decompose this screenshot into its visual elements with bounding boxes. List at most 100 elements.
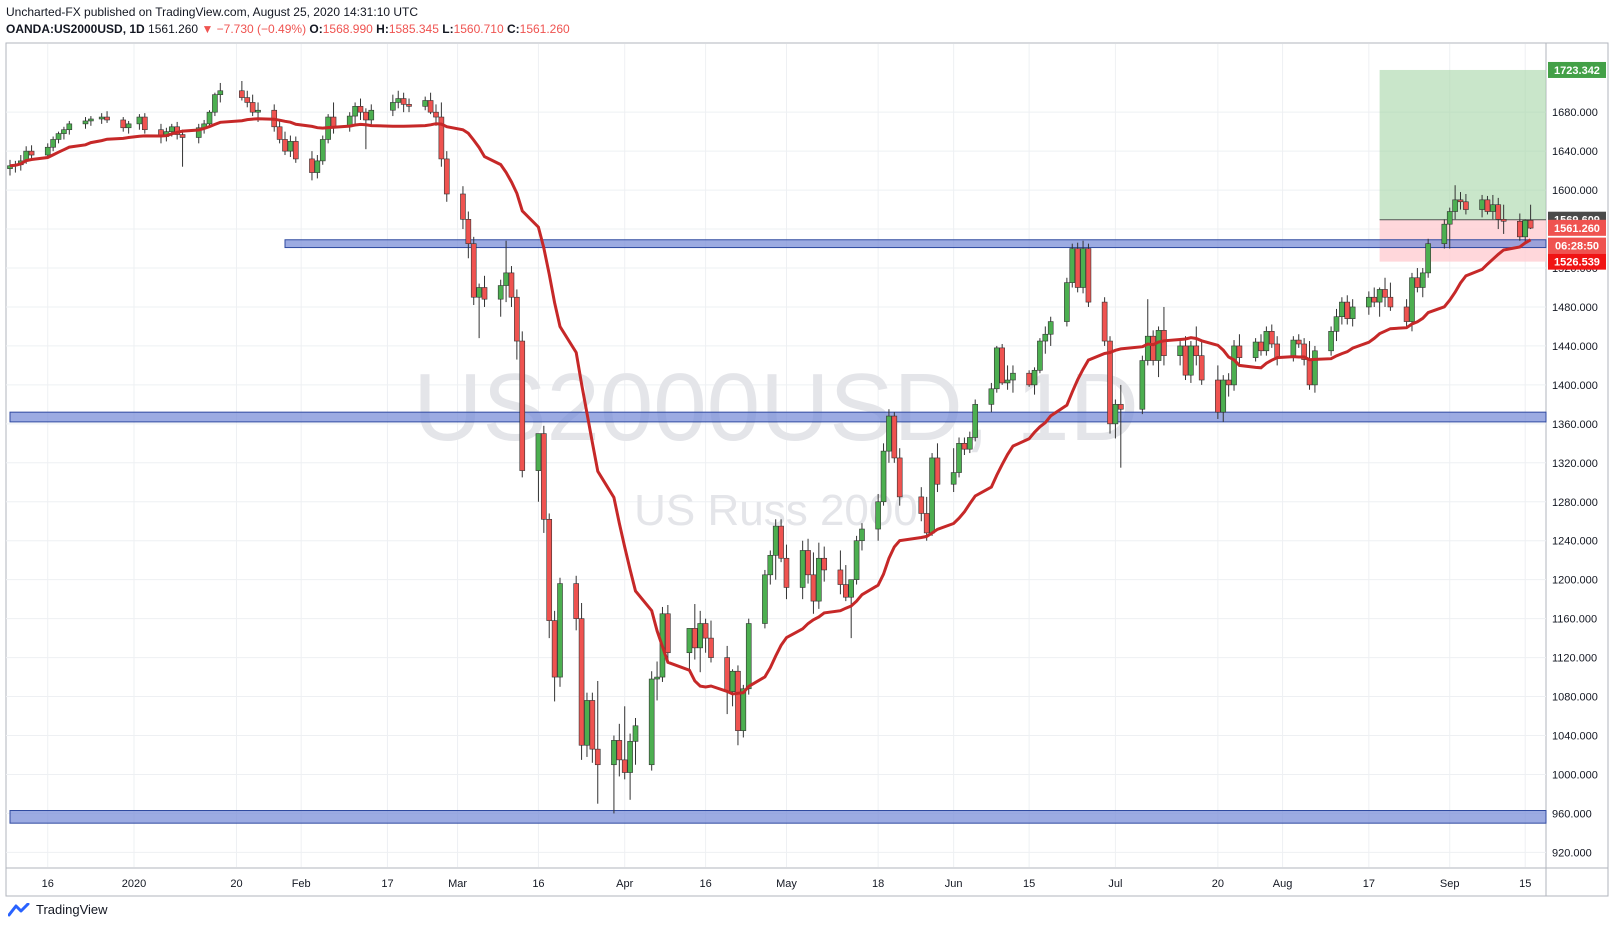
candle-body [104, 116, 110, 121]
candle [1231, 340, 1237, 391]
candle [1301, 338, 1307, 366]
candle [249, 94, 256, 117]
candle [88, 116, 94, 126]
candle-body [1403, 306, 1410, 322]
candle [1263, 326, 1270, 356]
candle-body [762, 574, 768, 624]
x-tick-label: 16 [699, 878, 711, 890]
candle-body [255, 109, 261, 113]
candle-body [918, 496, 925, 514]
candle-body [1161, 330, 1167, 356]
candle-body [1107, 340, 1113, 425]
candle [1155, 326, 1162, 378]
candle [82, 117, 89, 129]
candle-body [1349, 306, 1356, 319]
x-tick-label: Jun [945, 878, 963, 890]
candle-body [443, 158, 450, 195]
candle [1220, 375, 1227, 422]
candle-body [120, 119, 127, 129]
candle-body [783, 557, 790, 588]
candle [1349, 299, 1356, 327]
candle [972, 399, 979, 442]
candle-body [1037, 340, 1043, 371]
candle [179, 129, 186, 167]
candle [1258, 334, 1264, 356]
y-tick-label: 1000.000 [1552, 769, 1598, 781]
candle [783, 544, 790, 600]
candle [665, 605, 671, 660]
candle [514, 289, 520, 360]
x-tick-label: 16 [42, 878, 54, 890]
close-label: C: [506, 22, 520, 36]
candle [934, 443, 941, 493]
high-value: 1585.345 [388, 22, 439, 36]
candle-body [1031, 369, 1038, 386]
candle-body [395, 98, 402, 103]
candle-body [239, 90, 245, 98]
candle [1225, 373, 1232, 397]
candle-body [276, 126, 283, 140]
candle [1236, 334, 1243, 366]
price-label-bg [1548, 237, 1606, 254]
candle-body [514, 296, 520, 342]
candle-body [98, 116, 105, 120]
candle [1037, 338, 1043, 374]
candle [692, 604, 698, 660]
tradingview-logo-icon [8, 902, 30, 916]
y-tick-label: 1200.000 [1552, 575, 1598, 587]
price-label: 1526.539 [1548, 253, 1606, 270]
candle-body [406, 104, 412, 107]
price-label-bg [1548, 61, 1606, 78]
candle-body [546, 518, 553, 621]
candle-body [55, 133, 62, 140]
candle [287, 135, 294, 157]
candle [708, 620, 714, 663]
candle [390, 94, 396, 117]
candle-body [476, 287, 482, 298]
y-tick-label: 1440.000 [1552, 341, 1598, 353]
low-value: 1560.710 [453, 22, 504, 36]
candle [988, 382, 995, 413]
y-tick-label: 1240.000 [1552, 536, 1598, 548]
candle [993, 345, 1000, 393]
candle [611, 735, 617, 814]
candle-body [1274, 343, 1280, 358]
candle-body [244, 97, 251, 103]
candle-body [282, 139, 288, 152]
candle-body [1306, 359, 1313, 386]
candle [810, 552, 817, 614]
candle-body [745, 623, 752, 690]
candle [120, 117, 127, 132]
candle-body [778, 525, 784, 559]
candle-body [1371, 296, 1378, 303]
candle [427, 92, 434, 115]
price-label: 06:28:50 [1548, 237, 1606, 254]
candle [546, 513, 553, 639]
candle-body [142, 116, 148, 131]
candle-body [665, 613, 671, 654]
candle-body [249, 102, 256, 113]
candle [1387, 282, 1394, 311]
candle-body [44, 146, 51, 156]
candle [1376, 287, 1383, 317]
x-tick-label: Jul [1108, 878, 1122, 890]
candle [956, 437, 962, 478]
candle [1441, 219, 1448, 249]
candle-body [1047, 321, 1054, 335]
candle [50, 136, 56, 152]
candle-body [1139, 360, 1146, 410]
ohlc-legend: OANDA:US2000USD, 1D 1561.260 ▼ −7.730 (−… [6, 22, 570, 36]
candle [762, 569, 768, 629]
y-tick-label: 1600.000 [1552, 185, 1598, 197]
candle-body [1101, 301, 1108, 342]
candle-body [363, 111, 369, 121]
y-tick-label: 1280.000 [1552, 497, 1598, 509]
candle-body [368, 109, 375, 121]
candle [961, 437, 968, 456]
price-change: ▼ −7.730 (−0.49%) [201, 22, 307, 36]
candle-body [692, 628, 698, 649]
candle-body [573, 583, 579, 619]
price-label: 1723.342 [1548, 61, 1606, 78]
y-tick-label: 960.000 [1552, 808, 1592, 820]
